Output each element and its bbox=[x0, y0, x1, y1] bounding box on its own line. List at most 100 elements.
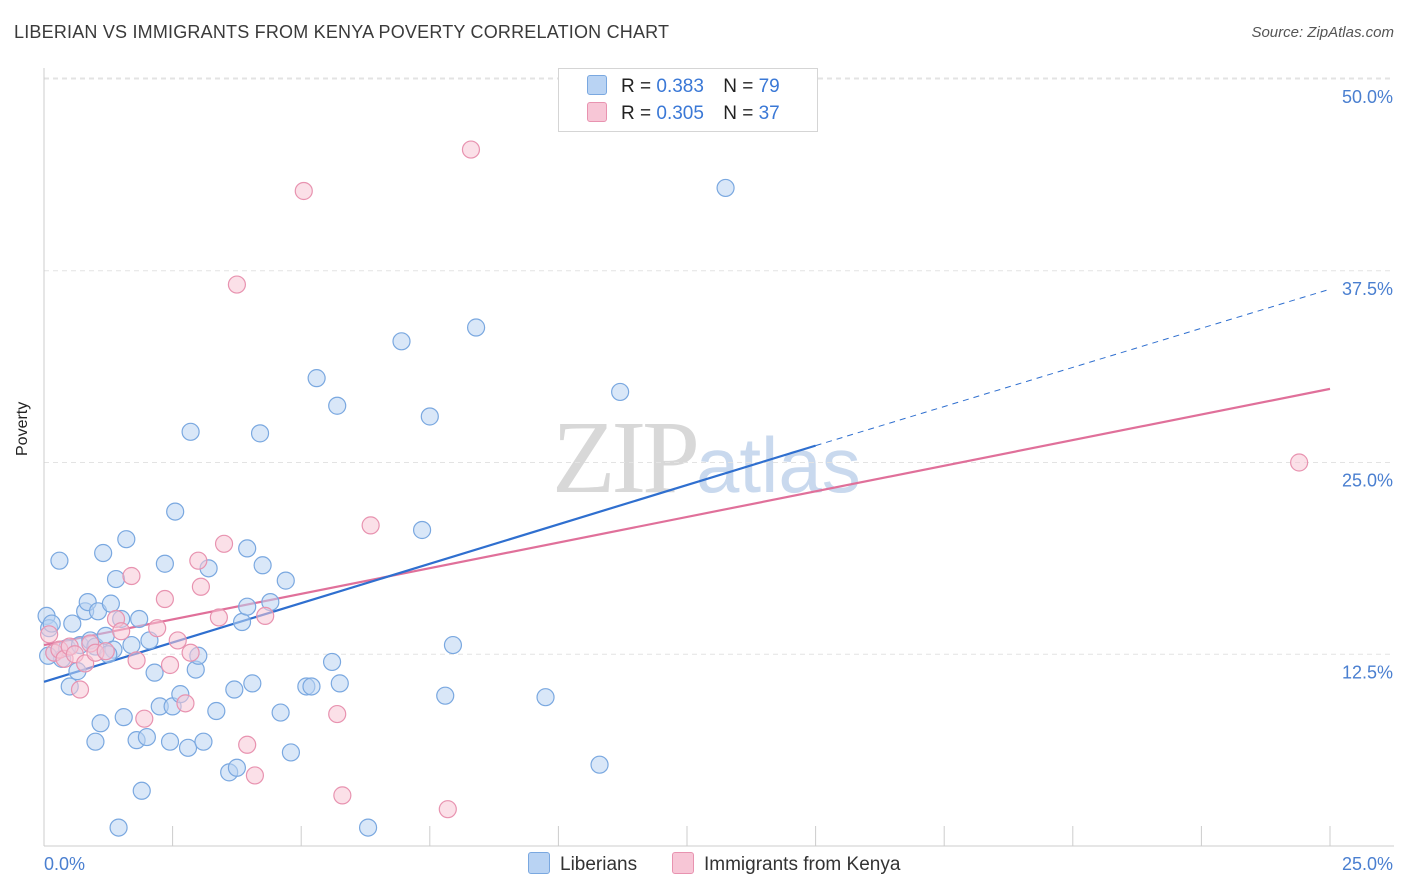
watermark-zip: ZIP bbox=[552, 400, 700, 515]
data-point-liberians bbox=[145, 663, 164, 682]
bottom-legend-swatch-kenya bbox=[672, 852, 694, 874]
data-point-liberians bbox=[207, 701, 226, 721]
data-point-liberians bbox=[302, 677, 321, 696]
data-point-kenya bbox=[361, 516, 380, 535]
data-point-kenya bbox=[181, 643, 200, 662]
data-point-liberians bbox=[178, 738, 198, 757]
correlation-legend: R = 0.383 N = 79 R = 0.305 N = 37 bbox=[558, 68, 818, 132]
data-point-liberians bbox=[466, 318, 486, 337]
data-point-liberians bbox=[250, 424, 270, 443]
data-point-liberians bbox=[86, 732, 105, 751]
data-point-liberians bbox=[276, 571, 295, 590]
x-tick-label: 0.0% bbox=[44, 854, 85, 874]
data-point-liberians bbox=[181, 422, 200, 441]
data-point-kenya bbox=[176, 694, 195, 713]
data-point-liberians bbox=[253, 556, 272, 575]
axes bbox=[43, 68, 1394, 847]
data-point-kenya bbox=[160, 655, 180, 675]
legend-n-label: N = bbox=[723, 103, 754, 124]
data-point-liberians bbox=[436, 686, 455, 705]
data-point-liberians bbox=[358, 818, 378, 837]
tick-labels: 12.5% 25.0% 37.5% 50.0% 0.0% 25.0% bbox=[44, 87, 1393, 874]
data-point-liberians bbox=[132, 781, 151, 800]
data-point-liberians bbox=[330, 674, 349, 693]
data-point-liberians bbox=[63, 614, 82, 633]
data-point-liberians bbox=[590, 755, 609, 774]
y-tick-label: 50.0% bbox=[1342, 87, 1393, 107]
data-point-liberians bbox=[307, 369, 326, 388]
data-point-liberians bbox=[130, 609, 149, 629]
grid bbox=[44, 77, 1394, 655]
bottom-legend-label-liberians: Liberians bbox=[560, 854, 638, 875]
data-point-liberians bbox=[94, 543, 113, 563]
data-point-kenya bbox=[214, 534, 234, 553]
data-point-liberians bbox=[227, 758, 246, 777]
data-point-liberians bbox=[109, 818, 128, 837]
data-point-kenya bbox=[122, 566, 141, 586]
y-tick-label: 37.5% bbox=[1342, 279, 1393, 299]
data-point-kenya bbox=[191, 577, 210, 596]
data-point-liberians bbox=[716, 178, 735, 198]
legend-r-value: 0.305 bbox=[656, 103, 704, 124]
legend-row-kenya: R = 0.305 N = 37 bbox=[587, 102, 780, 126]
data-point-kenya bbox=[135, 709, 154, 728]
legend-n-value: 37 bbox=[758, 103, 780, 124]
bottom-legend-swatch-liberians bbox=[528, 852, 550, 874]
data-point-liberians bbox=[166, 502, 185, 521]
legend-swatch-kenya bbox=[587, 102, 607, 122]
data-point-kenya bbox=[70, 680, 90, 699]
legend-row-liberians: R = 0.383 N = 79 bbox=[587, 75, 780, 99]
legend-n-value: 79 bbox=[758, 76, 780, 97]
data-point-liberians bbox=[225, 680, 244, 699]
legend-r-label: R = bbox=[621, 103, 652, 124]
data-point-kenya bbox=[238, 735, 257, 754]
watermark-atlas: atlas bbox=[696, 421, 861, 509]
x-tick-label: 25.0% bbox=[1342, 854, 1393, 874]
data-point-liberians bbox=[536, 688, 555, 707]
data-point-kenya bbox=[189, 551, 208, 570]
data-point-kenya bbox=[245, 766, 265, 785]
data-point-liberians bbox=[137, 727, 156, 747]
data-point-kenya bbox=[96, 642, 115, 661]
legend-n-label: N = bbox=[723, 76, 754, 97]
data-point-kenya bbox=[328, 704, 347, 724]
data-point-kenya bbox=[333, 786, 352, 805]
data-point-liberians bbox=[611, 382, 630, 402]
data-point-liberians bbox=[412, 520, 432, 540]
bottom-legend-label-kenya: Immigrants from Kenya bbox=[704, 854, 901, 875]
data-points bbox=[37, 140, 1309, 837]
chart-source: Source: ZipAtlas.com bbox=[1251, 24, 1394, 41]
data-point-liberians bbox=[101, 594, 120, 613]
data-point-liberians bbox=[232, 612, 252, 632]
data-point-liberians bbox=[50, 551, 69, 570]
data-point-kenya bbox=[40, 625, 59, 644]
data-point-liberians bbox=[420, 407, 439, 426]
bottom-legend-liberians: Liberians bbox=[528, 852, 637, 876]
data-point-liberians bbox=[243, 674, 262, 693]
data-point-liberians bbox=[238, 539, 257, 558]
bottom-legend-kenya: Immigrants from Kenya bbox=[672, 852, 900, 876]
legend-r-label: R = bbox=[621, 76, 652, 97]
data-point-liberians bbox=[392, 332, 411, 351]
data-point-kenya bbox=[155, 589, 174, 609]
trend-line-kenya bbox=[43, 387, 1331, 647]
data-point-kenya bbox=[127, 651, 146, 670]
data-point-liberians bbox=[281, 743, 301, 762]
legend-r-value: 0.383 bbox=[656, 76, 704, 97]
data-point-kenya bbox=[168, 631, 187, 650]
data-point-liberians bbox=[91, 714, 110, 733]
data-point-kenya bbox=[256, 606, 275, 626]
data-point-liberians bbox=[443, 635, 463, 655]
data-point-liberians bbox=[328, 396, 347, 415]
data-point-kenya bbox=[227, 275, 246, 294]
data-point-kenya bbox=[1290, 453, 1309, 472]
y-tick-label: 25.0% bbox=[1342, 471, 1393, 491]
data-point-liberians bbox=[106, 569, 126, 589]
data-point-kenya bbox=[438, 800, 457, 819]
legend-swatch-liberians bbox=[587, 75, 607, 95]
trend-line-liberians-extension bbox=[815, 288, 1331, 447]
data-point-kenya bbox=[461, 140, 481, 159]
chart-title: LIBERIAN VS IMMIGRANTS FROM KENYA POVERT… bbox=[14, 22, 670, 42]
data-point-liberians bbox=[114, 708, 133, 727]
